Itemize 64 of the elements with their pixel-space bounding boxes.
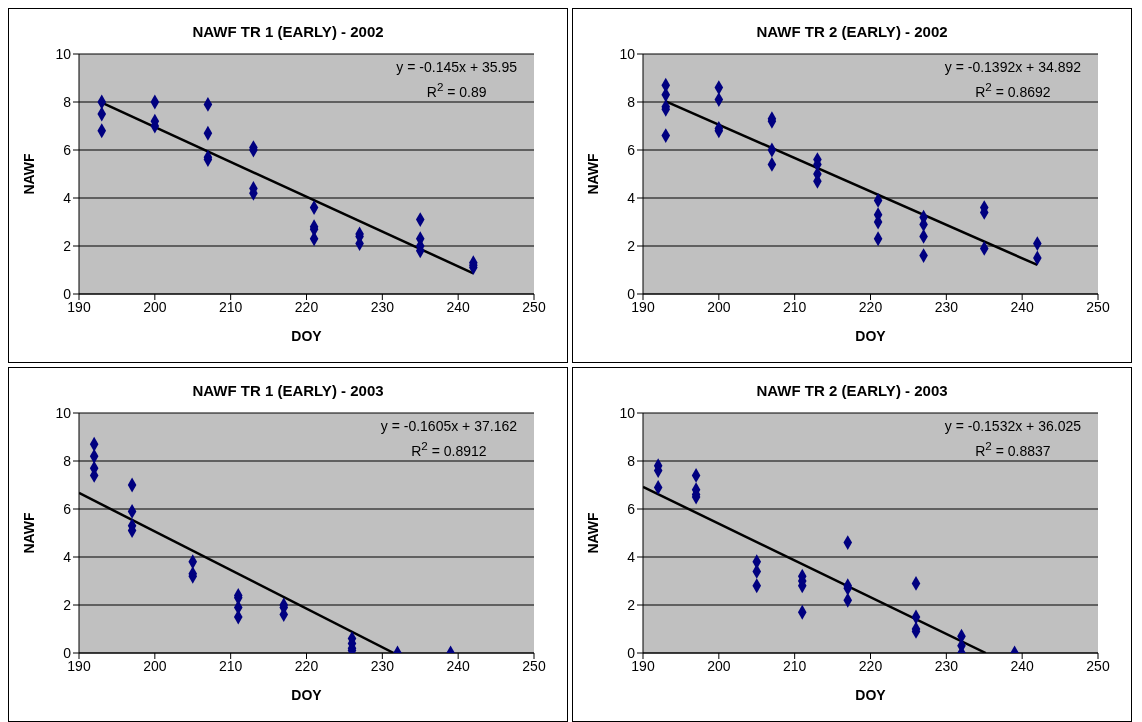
annotation: y = -0.1392x + 34.892 — [944, 58, 1081, 77]
x-tick-label: 250 — [1086, 657, 1110, 674]
x-tick-label: 200 — [143, 657, 167, 674]
x-tick-label: 220 — [294, 298, 319, 315]
x-tick-label: 230 — [370, 298, 395, 315]
y-tick-label: 6 — [627, 500, 636, 517]
y-tick-label: 8 — [63, 452, 72, 469]
x-axis-title: DOY — [855, 328, 887, 344]
x-tick-label: 250 — [522, 657, 546, 674]
y-tick-label: 4 — [63, 548, 72, 565]
x-tick-label: 220 — [294, 657, 319, 674]
x-tick-label: 230 — [370, 657, 395, 674]
x-tick-label: 240 — [446, 657, 471, 674]
y-axis-title: NAWF — [20, 152, 37, 195]
x-tick-label: 230 — [934, 657, 959, 674]
annotation: R$^{2}$ = 0.8837 — [974, 438, 1052, 461]
x-tick-label: 240 — [1010, 298, 1035, 315]
y-tick-label: 10 — [55, 404, 72, 421]
y-axis-title: NAWF — [20, 511, 37, 554]
annotation: y = -0.1605x + 37.162 — [380, 417, 517, 436]
x-tick-label: 210 — [782, 298, 807, 315]
annotation: R$^{2}$ = 0.8692 — [974, 79, 1052, 102]
y-tick-label: 8 — [627, 93, 636, 110]
x-tick-label: 250 — [1086, 298, 1110, 315]
x-axis-title: DOY — [291, 328, 323, 344]
x-tick-label: 200 — [707, 657, 731, 674]
y-tick-label: 2 — [627, 237, 636, 254]
x-tick-label: 250 — [522, 298, 546, 315]
chart-title: NAWF TR 1 (EARLY) - 2003 — [192, 382, 384, 399]
x-axis-title: DOY — [855, 687, 887, 703]
x-tick-label: 230 — [934, 298, 959, 315]
y-tick-label: 10 — [619, 45, 636, 62]
chart-title: NAWF TR 2 (EARLY) - 2003 — [756, 382, 948, 399]
y-tick-label: 2 — [627, 596, 636, 613]
y-tick-label: 6 — [63, 141, 72, 158]
x-tick-label: 220 — [858, 298, 883, 315]
y-tick-label: 4 — [63, 189, 72, 206]
y-tick-label: 6 — [627, 141, 636, 158]
x-tick-label: 200 — [143, 298, 167, 315]
x-tick-label: 210 — [218, 298, 243, 315]
y-tick-label: 4 — [627, 548, 636, 565]
y-tick-label: 4 — [627, 189, 636, 206]
x-tick-label: 240 — [1010, 657, 1035, 674]
x-tick-label: 240 — [446, 298, 471, 315]
annotation: R$^{2}$ = 0.8912 — [410, 438, 488, 461]
y-tick-label: 8 — [627, 452, 636, 469]
x-axis-title: DOY — [291, 687, 323, 703]
x-tick-label: 220 — [858, 657, 883, 674]
x-tick-label: 210 — [782, 657, 807, 674]
y-tick-label: 2 — [63, 596, 72, 613]
y-tick-label: 10 — [619, 404, 636, 421]
chart-title: NAWF TR 2 (EARLY) - 2002 — [756, 23, 948, 40]
y-tick-label: 2 — [63, 237, 72, 254]
x-tick-label: 210 — [218, 657, 243, 674]
y-tick-label: 8 — [63, 93, 72, 110]
y-axis-title: NAWF — [584, 152, 601, 195]
chart-title: NAWF TR 1 (EARLY) - 2002 — [192, 23, 384, 40]
y-axis-title: NAWF — [584, 511, 601, 554]
annotation: y = -0.1532x + 36.025 — [944, 417, 1081, 436]
x-tick-label: 200 — [707, 298, 731, 315]
annotation: y = -0.145x + 35.95 — [396, 58, 517, 77]
y-tick-label: 10 — [55, 45, 72, 62]
annotation: R$^{2}$ = 0.89 — [425, 79, 488, 102]
y-tick-label: 6 — [63, 500, 72, 517]
